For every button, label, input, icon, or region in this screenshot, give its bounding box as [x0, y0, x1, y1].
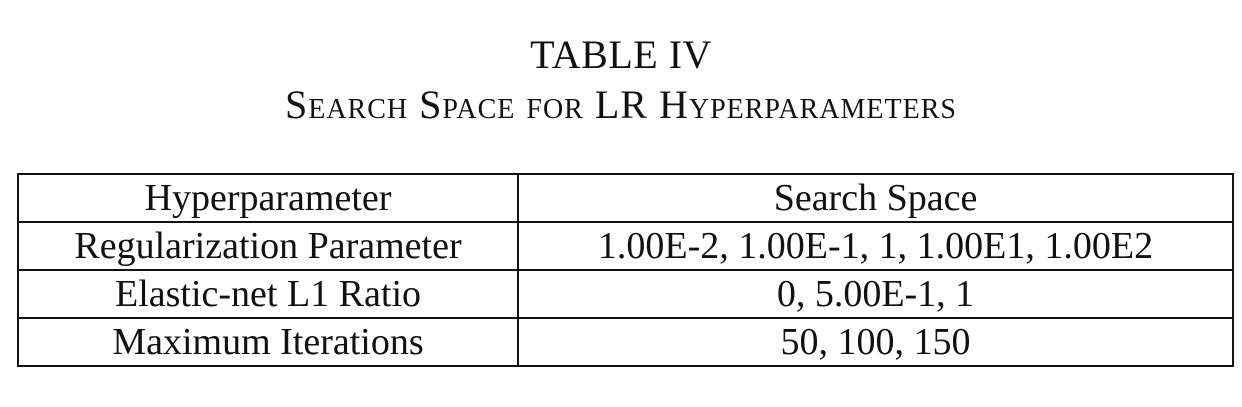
table-header-row: Hyperparameter Search Space — [17, 173, 1234, 223]
table-row: Maximum Iterations 50, 100, 150 — [17, 317, 1234, 367]
row-hyperparameter-cell: Elastic-net L1 Ratio — [17, 269, 519, 319]
row-search-space-cell: 50, 100, 150 — [517, 317, 1234, 367]
table-title: Search Space for LR Hyperparameters — [284, 82, 957, 127]
row-hyperparameter-cell: Regularization Parameter — [17, 221, 519, 271]
row-hyperparameter-cell: Maximum Iterations — [17, 317, 519, 367]
table-row: Elastic-net L1 Ratio 0, 5.00E-1, 1 — [17, 269, 1234, 319]
row-search-space-cell: 0, 5.00E-1, 1 — [517, 269, 1234, 319]
header-search-space: Search Space — [517, 173, 1234, 223]
header-hyperparameter: Hyperparameter — [17, 173, 519, 223]
row-search-space-cell: 1.00E-2, 1.00E-1, 1, 1.00E1, 1.00E2 — [517, 221, 1234, 271]
hyperparameter-table: Hyperparameter Search Space Regularizati… — [17, 173, 1234, 367]
table-row: Regularization Parameter 1.00E-2, 1.00E-… — [17, 221, 1234, 271]
table-number: TABLE IV — [530, 32, 712, 77]
